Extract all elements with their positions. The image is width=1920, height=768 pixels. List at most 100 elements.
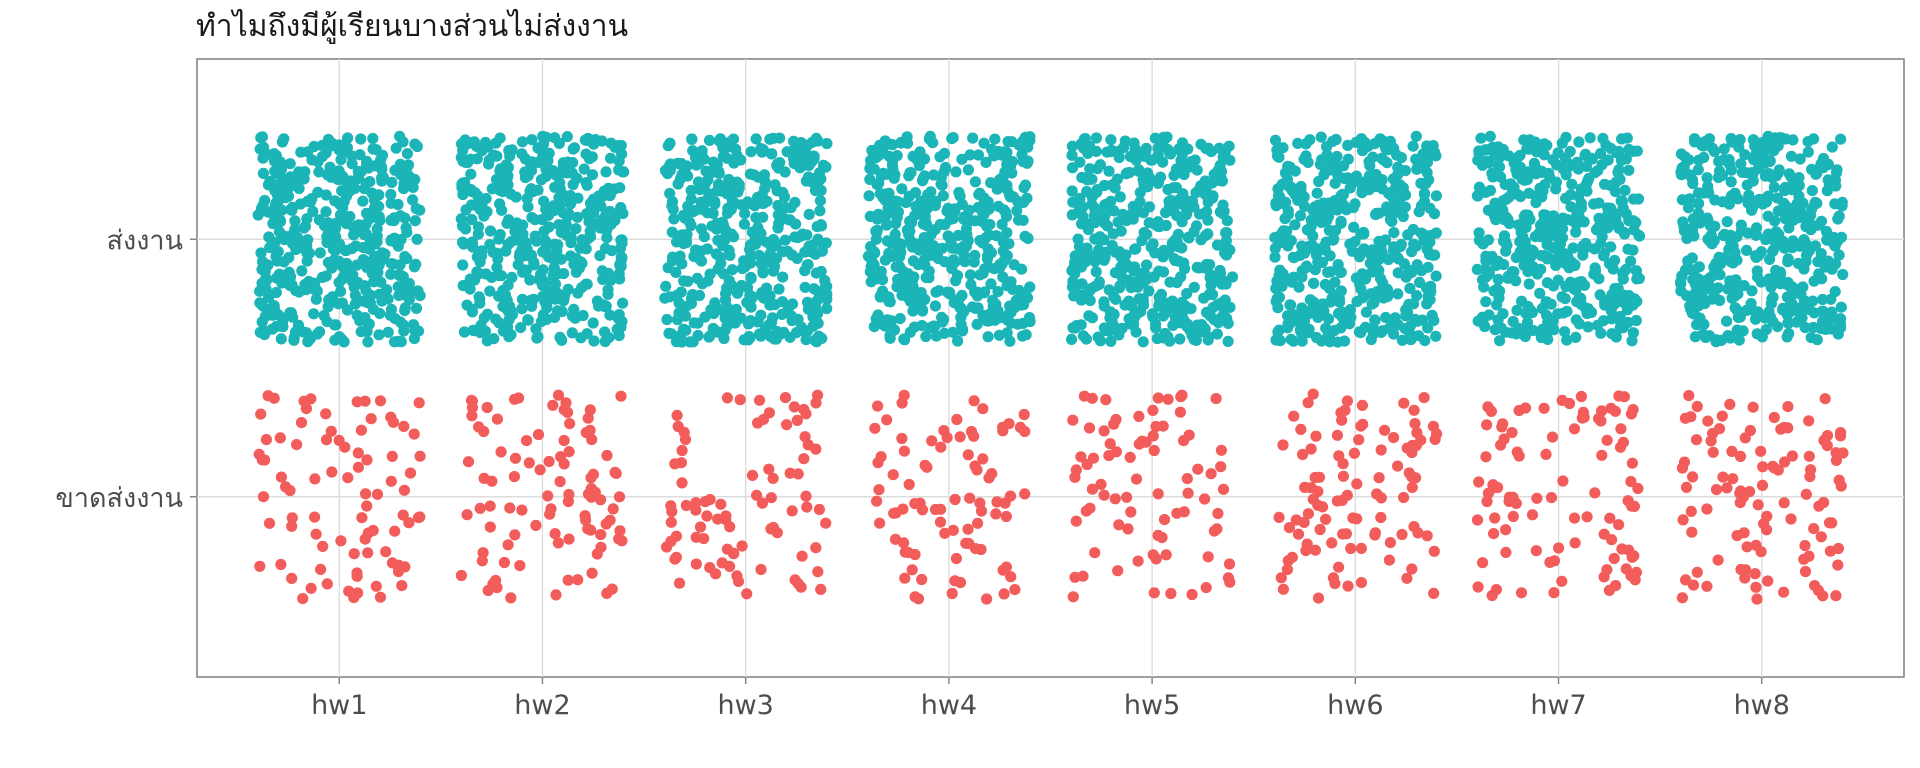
- point-hw3-1: [755, 309, 767, 321]
- point-hw2-1: [488, 333, 500, 345]
- point-hw1-0: [365, 413, 377, 425]
- point-hw8-1: [1835, 322, 1847, 334]
- point-hw5-1: [1098, 252, 1111, 264]
- point-hw5-0: [1158, 514, 1171, 526]
- point-hw1-1: [403, 293, 415, 306]
- point-hw3-1: [695, 245, 707, 257]
- point-hw7-0: [1632, 482, 1644, 495]
- point-hw5-1: [1204, 272, 1216, 284]
- point-hw8-1: [1783, 327, 1795, 340]
- point-hw1-0: [255, 408, 267, 420]
- point-hw4-1: [954, 302, 966, 314]
- point-hw5-1: [1101, 204, 1114, 216]
- point-hw2-1: [557, 207, 569, 219]
- point-hw6-1: [1312, 311, 1324, 323]
- point-hw1-0: [274, 432, 286, 444]
- point-hw4-0: [1018, 408, 1030, 421]
- point-hw6-1: [1294, 210, 1307, 222]
- point-hw1-1: [296, 265, 308, 277]
- point-hw1-0: [359, 533, 371, 545]
- point-hw1-1: [335, 285, 347, 297]
- point-hw6-0: [1331, 429, 1343, 441]
- point-hw7-1: [1620, 153, 1632, 165]
- point-hw8-1: [1809, 240, 1821, 252]
- point-hw8-1: [1713, 253, 1725, 265]
- point-hw8-1: [1684, 300, 1696, 312]
- point-hw4-1: [953, 186, 965, 199]
- point-hw3-1: [726, 264, 738, 276]
- point-hw3-1: [703, 168, 715, 180]
- point-hw7-1: [1585, 306, 1598, 318]
- point-hw1-0: [370, 580, 382, 592]
- point-hw1-1: [340, 146, 352, 158]
- point-hw6-1: [1269, 134, 1282, 146]
- point-hw4-0: [947, 524, 959, 536]
- point-hw3-0: [731, 570, 743, 582]
- point-hw7-0: [1540, 448, 1552, 460]
- point-hw1-0: [398, 420, 410, 432]
- point-hw7-1: [1494, 335, 1506, 347]
- point-hw5-1: [1105, 335, 1117, 347]
- point-hw2-0: [582, 412, 594, 424]
- point-hw3-0: [675, 457, 688, 469]
- point-hw4-0: [946, 587, 958, 600]
- point-hw8-1: [1800, 238, 1812, 250]
- point-hw4-0: [935, 441, 947, 453]
- point-hw6-1: [1296, 328, 1308, 340]
- point-hw5-0: [1086, 483, 1098, 495]
- point-hw7-0: [1606, 534, 1618, 546]
- point-hw4-1: [1016, 330, 1029, 342]
- point-hw7-1: [1626, 335, 1638, 347]
- point-hw3-1: [803, 208, 815, 220]
- x-tick-label-hw1: hw1: [311, 690, 367, 721]
- point-hw1-1: [302, 234, 314, 246]
- point-hw5-0: [1095, 478, 1107, 490]
- point-hw3-1: [661, 313, 673, 326]
- point-hw8-1: [1783, 168, 1795, 180]
- point-hw7-0: [1603, 584, 1615, 597]
- point-hw8-0: [1778, 586, 1790, 598]
- point-hw8-0: [1680, 481, 1693, 493]
- point-hw7-1: [1616, 196, 1628, 208]
- point-hw3-1: [720, 288, 732, 300]
- point-hw8-1: [1836, 196, 1848, 208]
- point-hw1-1: [306, 154, 318, 166]
- point-hw2-1: [516, 303, 528, 315]
- point-hw1-1: [401, 179, 413, 191]
- point-hw8-1: [1751, 265, 1763, 277]
- point-hw3-1: [814, 205, 826, 217]
- point-hw1-1: [314, 326, 326, 338]
- point-hw6-0: [1290, 514, 1302, 526]
- point-hw2-1: [464, 283, 476, 295]
- point-hw1-1: [336, 185, 348, 197]
- point-hw8-1: [1778, 197, 1790, 209]
- point-hw6-1: [1421, 140, 1433, 152]
- point-hw3-0: [753, 394, 766, 406]
- point-hw8-1: [1796, 312, 1808, 324]
- point-hw6-0: [1273, 511, 1285, 523]
- point-hw1-1: [316, 271, 328, 283]
- point-hw6-0: [1337, 470, 1349, 482]
- point-hw7-0: [1581, 511, 1593, 523]
- point-hw3-1: [815, 220, 828, 232]
- point-hw8-0: [1701, 580, 1713, 592]
- point-hw6-1: [1386, 215, 1398, 227]
- point-hw6-0: [1384, 537, 1396, 549]
- point-hw8-1: [1799, 295, 1811, 307]
- point-hw5-1: [1168, 169, 1180, 181]
- point-hw5-1: [1165, 194, 1177, 206]
- point-hw7-1: [1472, 315, 1484, 327]
- point-hw8-0: [1750, 581, 1762, 593]
- point-hw8-1: [1808, 133, 1820, 145]
- point-hw8-1: [1794, 153, 1806, 165]
- point-hw4-1: [874, 290, 887, 302]
- point-hw1-0: [260, 434, 272, 446]
- point-hw7-1: [1581, 185, 1593, 197]
- point-hw1-1: [320, 189, 332, 201]
- point-hw6-0: [1333, 450, 1345, 462]
- point-hw8-0: [1701, 503, 1713, 515]
- point-hw1-1: [342, 132, 354, 144]
- point-hw7-1: [1473, 148, 1485, 160]
- point-hw1-1: [271, 187, 283, 200]
- point-hw3-1: [666, 226, 678, 238]
